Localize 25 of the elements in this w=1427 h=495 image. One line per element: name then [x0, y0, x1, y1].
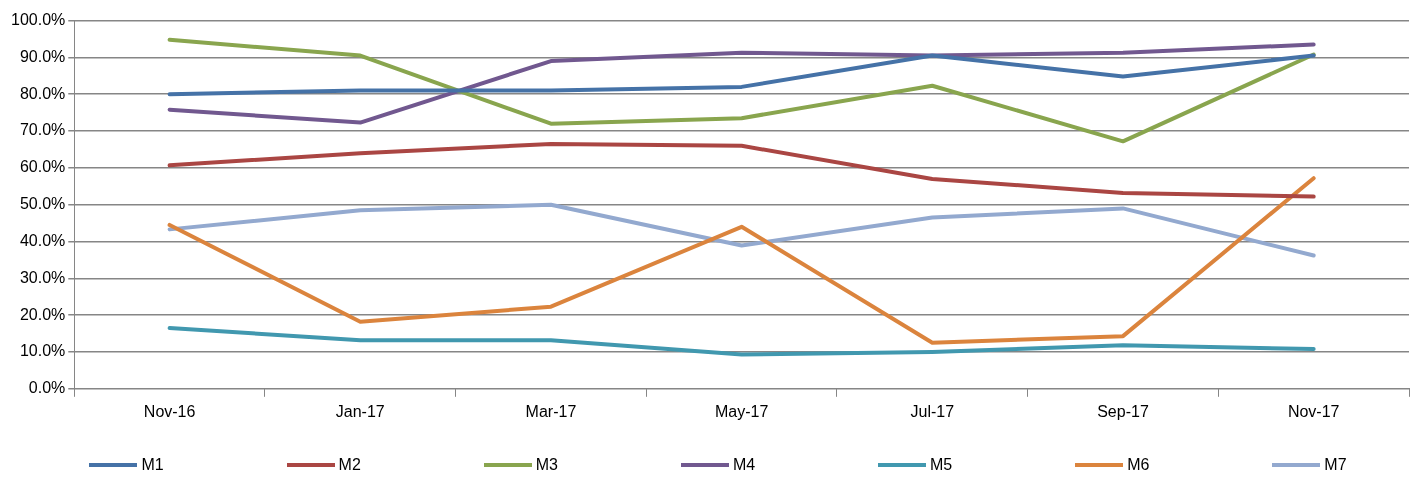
legend-label: M4 [732, 456, 756, 474]
legend-label: M3 [535, 456, 558, 474]
x-tick-label: Nov-17 [1287, 402, 1340, 420]
legend-label: M7 [1324, 456, 1347, 474]
y-tick-label: 40.0% [19, 231, 66, 249]
y-tick-label: 90.0% [19, 47, 66, 65]
x-tick-label: May-17 [714, 402, 769, 420]
x-tick-label: Nov-16 [143, 402, 196, 420]
y-tick-label: 50.0% [19, 195, 66, 213]
y-tick-label: 0.0% [28, 379, 66, 397]
legend-label: M5 [930, 456, 953, 474]
y-tick-label: 20.0% [19, 305, 66, 323]
y-tick-label: 80.0% [19, 84, 66, 102]
x-tick-label: Jul-17 [910, 402, 955, 420]
y-tick-label: 100.0% [11, 11, 66, 29]
x-tick-label: Mar-17 [525, 402, 577, 420]
legend-label: M1 [141, 456, 164, 474]
x-tick-label: Sep-17 [1097, 402, 1149, 420]
legend-label: M2 [338, 456, 361, 474]
y-tick-label: 60.0% [19, 158, 66, 176]
y-tick-label: 30.0% [19, 268, 66, 286]
x-tick-label: Jan-17 [335, 402, 385, 420]
legend-label: M6 [1127, 456, 1150, 474]
y-tick-label: 10.0% [19, 342, 66, 360]
y-tick-label: 70.0% [19, 121, 66, 139]
